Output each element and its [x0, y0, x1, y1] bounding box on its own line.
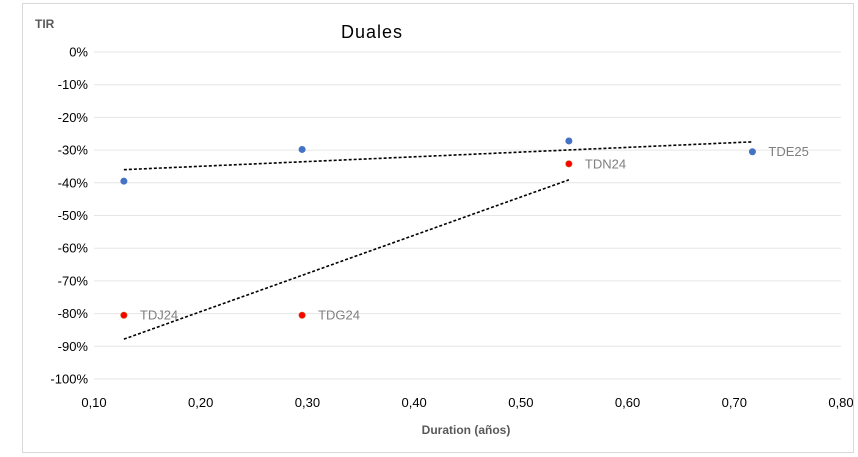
y-tick-label: -60% [58, 241, 89, 256]
data-point [748, 148, 756, 156]
x-tick-label: 0,80 [828, 395, 853, 410]
point-label: TDJ24 [140, 308, 178, 323]
data-point [298, 311, 306, 319]
data-points [120, 137, 756, 319]
y-tick-label: -50% [58, 208, 89, 223]
y-tick-label: -30% [58, 143, 89, 158]
y-tick-label: -100% [50, 372, 88, 387]
y-tick-label: -10% [58, 77, 89, 92]
data-point [120, 311, 128, 319]
x-axis-title: Duration (años) [422, 423, 511, 437]
data-point [120, 177, 128, 185]
y-tick-label: -90% [58, 339, 89, 354]
x-tick-label: 0,60 [615, 395, 640, 410]
chart-title: Duales [341, 22, 403, 42]
chart-frame: TDE25 TDJ24 TDG24 TDN24 0,10 0,20 0,30 0,40 0,5… [22, 3, 854, 453]
point-labels: TDE25 TDJ24 TDG24 TDN24 [140, 144, 809, 322]
x-tick-label: 0,10 [81, 395, 106, 410]
point-label: TDN24 [585, 156, 626, 171]
x-tick-label: 0,70 [722, 395, 747, 410]
y-tick-label: 0% [69, 45, 88, 60]
trendline [123, 141, 753, 171]
x-tick-label: 0,50 [508, 395, 533, 410]
y-axis-title: TIR [35, 17, 55, 31]
y-tick-labels: 0% -10% -20% -30% -40% -50% -60% -70% -80% -90% -1… [50, 45, 88, 387]
data-point [298, 145, 306, 153]
x-tick-label: 0,20 [188, 395, 213, 410]
trendlines [123, 141, 753, 340]
y-tick-label: -80% [58, 306, 89, 321]
point-label: TDE25 [768, 144, 808, 159]
point-label: TDG24 [318, 308, 360, 323]
y-tick-label: -70% [58, 273, 89, 288]
x-tick-label: 0,40 [401, 395, 426, 410]
x-tick-label: 0,30 [295, 395, 320, 410]
data-point [565, 160, 573, 168]
scatter-chart: TDE25 TDJ24 TDG24 TDN24 0,10 0,20 0,30 0,40 0,5… [35, 17, 853, 437]
data-point [565, 137, 573, 145]
trendline [123, 179, 570, 340]
y-tick-label: -40% [58, 175, 89, 190]
x-tick-labels: 0,10 0,20 0,30 0,40 0,50 0,60 0,70 0,80 [81, 395, 853, 410]
y-tick-label: -20% [58, 110, 89, 125]
